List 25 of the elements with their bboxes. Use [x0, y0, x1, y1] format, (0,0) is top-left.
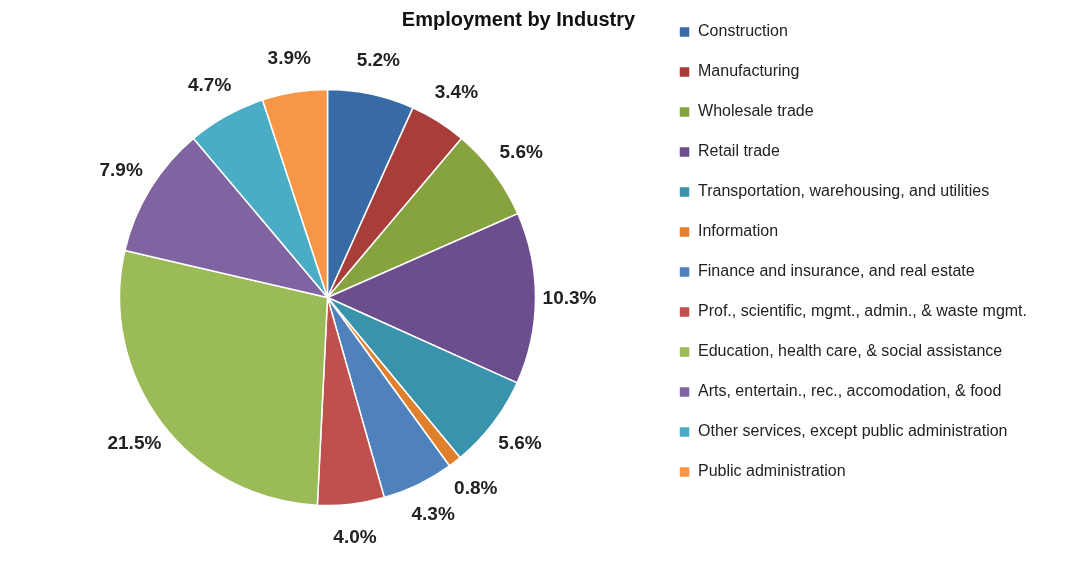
legend-label: Prof., scientific, mgmt., admin., & waste mgmt. — [698, 302, 1028, 320]
data-label: 21.5% — [107, 431, 162, 453]
data-label: 5.6% — [498, 432, 542, 454]
chart-title: Employment by Industry — [401, 7, 637, 30]
data-label: 5.2% — [356, 49, 401, 71]
legend-label: Arts, entertain., rec., accomodation, & food — [698, 382, 1002, 400]
legend-label: Education, health care, & social assistance — [698, 342, 1003, 360]
data-label: 3.4% — [434, 80, 479, 102]
legend-label: Transportation, warehousing, and utilities — [698, 182, 990, 200]
data-label: 3.9% — [267, 46, 312, 68]
legend-label: Other services, except public administration — [698, 422, 1008, 440]
data-label: 0.8% — [454, 477, 498, 499]
data-label: 7.9% — [99, 159, 143, 181]
legend-label: Construction — [698, 22, 788, 40]
legend-label: Finance and insurance, and real estate — [698, 262, 975, 280]
data-label: 4.0% — [333, 526, 377, 548]
legend-label: Information — [698, 222, 779, 240]
legend-label: Wholesale trade — [698, 102, 814, 120]
legend-label: Retail trade — [698, 142, 780, 160]
legend-label: Manufacturing — [698, 62, 800, 80]
legend-label: Public administration — [698, 462, 846, 480]
data-label: 4.7% — [188, 74, 232, 96]
data-label: 10.3% — [542, 286, 597, 308]
data-label: 4.3% — [411, 503, 455, 525]
data-label: 5.6% — [499, 140, 543, 162]
